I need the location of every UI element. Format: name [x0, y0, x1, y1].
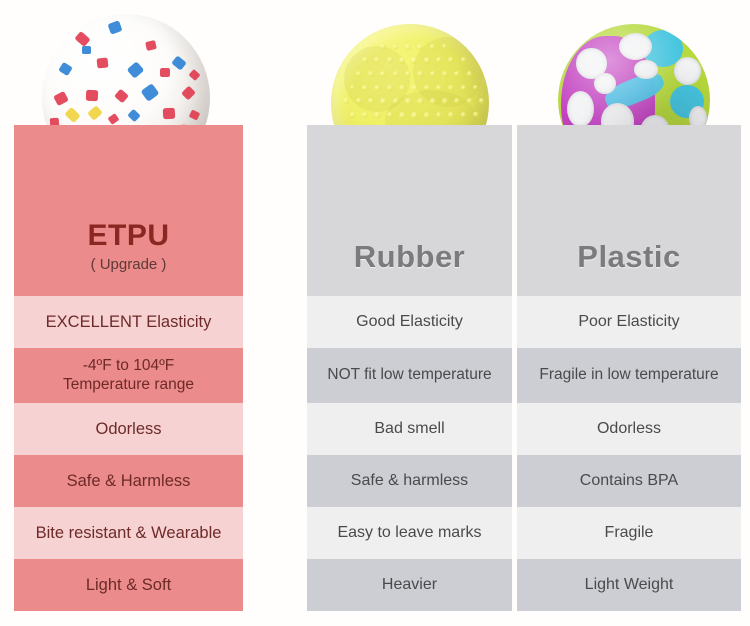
table-row: Safe & Harmless	[14, 455, 243, 507]
table-row: Easy to leave marks	[307, 507, 512, 559]
table-row: Safe & harmless	[307, 455, 512, 507]
table-row: Light & Soft	[14, 559, 243, 611]
column-rubber: Rubber Good Elasticity NOT fit low tempe…	[307, 125, 512, 617]
column-etpu-title: ETPU	[87, 219, 170, 252]
table-row: Bad smell	[307, 403, 512, 455]
table-row: NOT fit low temperature	[307, 348, 512, 403]
table-row: Light Weight	[517, 559, 741, 611]
column-rubber-title: Rubber	[353, 239, 466, 274]
table-row: Poor Elasticity	[517, 296, 741, 348]
column-etpu: ETPU ( Upgrade ) EXCELLENT Elasticity -4…	[14, 125, 243, 617]
table-row: EXCELLENT Elasticity	[14, 296, 243, 348]
column-etpu-rows: EXCELLENT Elasticity -4ºF to 104ºF Tempe…	[14, 296, 243, 611]
table-row: Odorless	[517, 403, 741, 455]
table-row: -4ºF to 104ºF Temperature range	[14, 348, 243, 403]
table-row: Contains BPA	[517, 455, 741, 507]
table-row: Heavier	[307, 559, 512, 611]
column-etpu-subtitle: ( Upgrade )	[90, 256, 167, 273]
table-row: Fragile	[517, 507, 741, 559]
table-row: Bite resistant & Wearable	[14, 507, 243, 559]
column-etpu-header: ETPU ( Upgrade )	[14, 125, 243, 296]
column-plastic-title: Plastic	[577, 239, 681, 274]
column-plastic: Plastic Poor Elasticity Fragile in low t…	[517, 125, 741, 617]
column-rubber-header: Rubber	[307, 125, 512, 296]
column-plastic-rows: Poor Elasticity Fragile in low temperatu…	[517, 296, 741, 611]
row-text-multiline: -4ºF to 104ºF Temperature range	[63, 356, 194, 393]
table-row: Fragile in low temperature	[517, 348, 741, 403]
column-plastic-header: Plastic	[517, 125, 741, 296]
table-row: Odorless	[14, 403, 243, 455]
table-row: Good Elasticity	[307, 296, 512, 348]
column-rubber-rows: Good Elasticity NOT fit low temperature …	[307, 296, 512, 611]
